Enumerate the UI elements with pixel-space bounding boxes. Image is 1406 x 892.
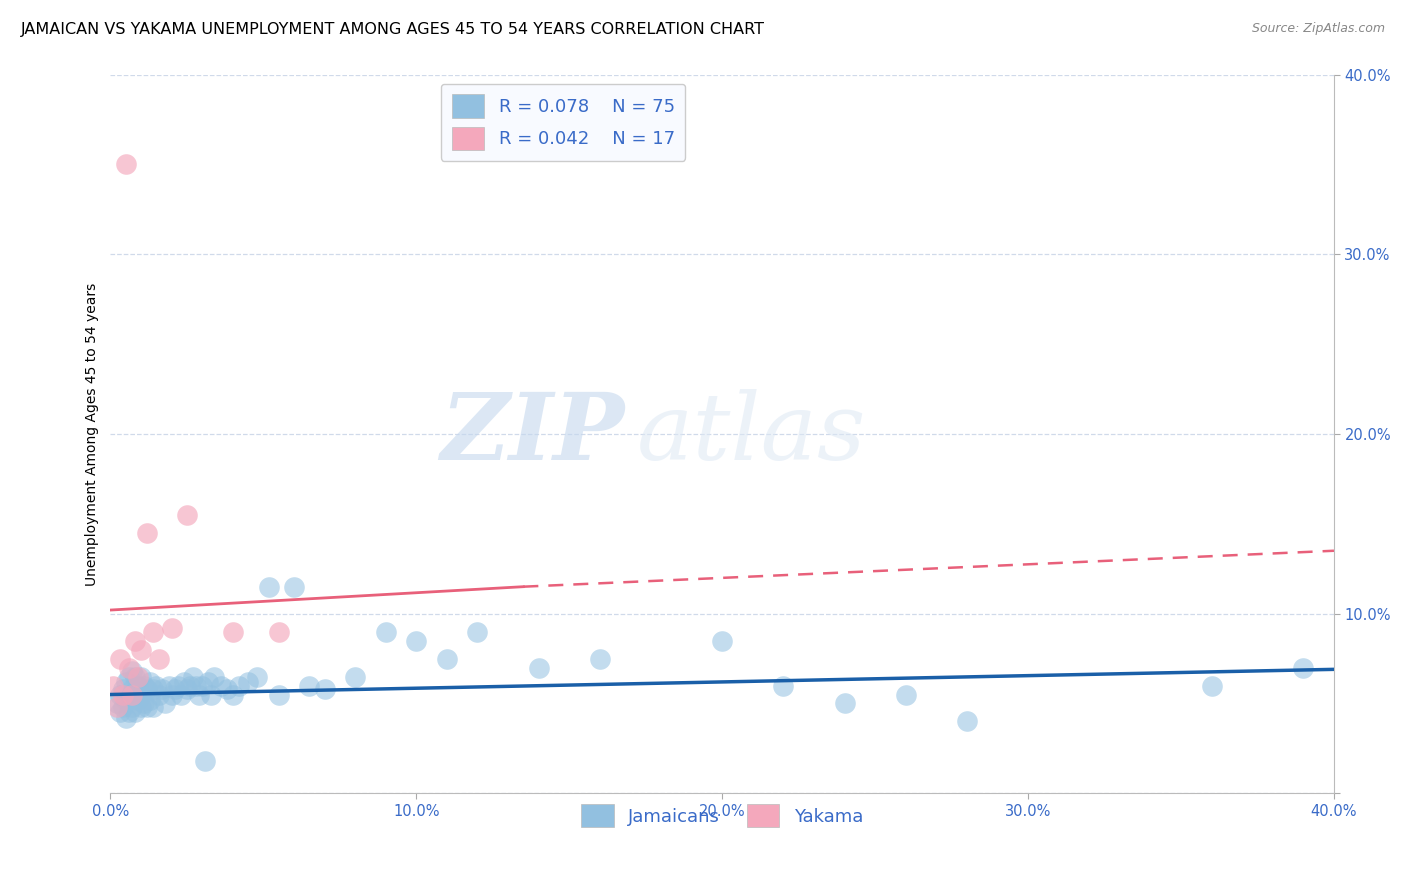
Point <box>202 669 225 683</box>
Point <box>118 669 141 683</box>
Point <box>103 679 125 693</box>
Point <box>118 660 141 674</box>
Point <box>298 679 321 693</box>
Point <box>142 700 165 714</box>
Point <box>129 669 152 683</box>
Point <box>176 508 198 522</box>
Point <box>108 706 131 720</box>
Text: atlas: atlas <box>637 389 866 479</box>
Point <box>259 580 281 594</box>
Point <box>129 700 152 714</box>
Text: ZIP: ZIP <box>440 389 624 479</box>
Point <box>956 714 979 729</box>
Point <box>139 674 162 689</box>
Point <box>170 688 193 702</box>
Point <box>527 660 550 674</box>
Point <box>136 525 159 540</box>
Point <box>152 682 174 697</box>
Point <box>148 651 170 665</box>
Legend: Jamaicans, Yakama: Jamaicans, Yakama <box>574 797 870 835</box>
Point <box>124 688 146 702</box>
Point <box>267 688 290 702</box>
Point <box>129 642 152 657</box>
Point <box>118 706 141 720</box>
Point <box>405 633 427 648</box>
Point <box>166 679 188 693</box>
Point <box>148 688 170 702</box>
Text: JAMAICAN VS YAKAMA UNEMPLOYMENT AMONG AGES 45 TO 54 YEARS CORRELATION CHART: JAMAICAN VS YAKAMA UNEMPLOYMENT AMONG AG… <box>21 22 765 37</box>
Point <box>127 669 149 683</box>
Point <box>222 688 245 702</box>
Point <box>114 674 136 689</box>
Point <box>155 697 177 711</box>
Point <box>173 674 195 689</box>
Point <box>283 580 305 594</box>
Point <box>467 624 489 639</box>
Point <box>118 688 141 702</box>
Point <box>121 682 143 697</box>
Point <box>589 651 612 665</box>
Point <box>181 669 204 683</box>
Point <box>111 700 134 714</box>
Point <box>215 682 238 697</box>
Point <box>184 679 207 693</box>
Point <box>114 157 136 171</box>
Y-axis label: Unemployment Among Ages 45 to 54 years: Unemployment Among Ages 45 to 54 years <box>86 282 100 585</box>
Point <box>228 679 250 693</box>
Point <box>209 679 232 693</box>
Point <box>136 700 159 714</box>
Point <box>200 688 222 702</box>
Point <box>314 682 336 697</box>
Point <box>105 700 128 714</box>
Point <box>139 693 162 707</box>
Point <box>111 688 134 702</box>
Point <box>114 711 136 725</box>
Point <box>246 669 269 683</box>
Point <box>124 706 146 720</box>
Point <box>124 633 146 648</box>
Point <box>1292 660 1315 674</box>
Point <box>142 682 165 697</box>
Point <box>121 664 143 678</box>
Point <box>160 688 183 702</box>
Point <box>711 633 734 648</box>
Point <box>114 693 136 707</box>
Point <box>132 679 155 693</box>
Point <box>160 621 183 635</box>
Point <box>108 651 131 665</box>
Point <box>188 688 211 702</box>
Point <box>191 679 214 693</box>
Point <box>772 679 794 693</box>
Point <box>834 697 856 711</box>
Point <box>105 697 128 711</box>
Point <box>436 651 458 665</box>
Point <box>108 688 131 702</box>
Point <box>127 679 149 693</box>
Point <box>136 682 159 697</box>
Point <box>236 674 259 689</box>
Point <box>163 682 186 697</box>
Point <box>894 688 917 702</box>
Point <box>1201 679 1223 693</box>
Point <box>127 693 149 707</box>
Point <box>145 679 167 693</box>
Point <box>176 682 198 697</box>
Point <box>124 669 146 683</box>
Point <box>142 624 165 639</box>
Point <box>374 624 396 639</box>
Point <box>111 682 134 697</box>
Text: Source: ZipAtlas.com: Source: ZipAtlas.com <box>1251 22 1385 36</box>
Point <box>194 754 217 768</box>
Point <box>121 700 143 714</box>
Point <box>267 624 290 639</box>
Point <box>157 679 180 693</box>
Point <box>121 688 143 702</box>
Point <box>222 624 245 639</box>
Point <box>132 697 155 711</box>
Point <box>344 669 367 683</box>
Point <box>179 679 201 693</box>
Point <box>129 688 152 702</box>
Point <box>197 674 219 689</box>
